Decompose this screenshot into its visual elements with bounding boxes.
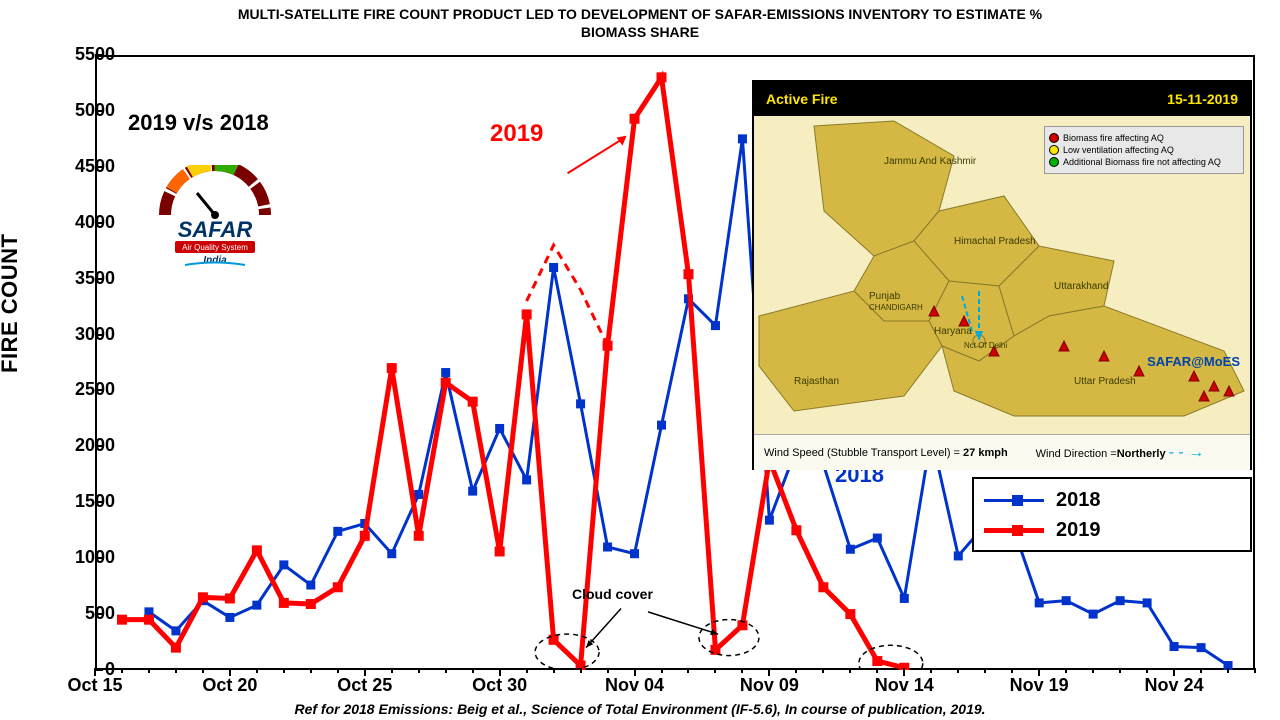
legend-item-2019: 2019 xyxy=(984,515,1240,545)
map-date: 15-11-2019 xyxy=(1167,91,1238,107)
map-title: Active Fire xyxy=(766,91,838,107)
legend: 2018 2019 xyxy=(972,477,1252,552)
legend-label-2019: 2019 xyxy=(1056,519,1101,542)
y-tick-label: 3500 xyxy=(60,268,115,289)
map-legend: Biomass fire affecting AQ Low ventilatio… xyxy=(1044,126,1244,174)
y-tick-label: 3000 xyxy=(60,324,115,345)
svg-text:SAFAR: SAFAR xyxy=(178,217,253,242)
y-tick-label: 5000 xyxy=(60,100,115,121)
map-header: Active Fire 15-11-2019 xyxy=(754,82,1250,116)
x-tick-label: Nov 04 xyxy=(605,675,664,696)
svg-text:India: India xyxy=(203,255,227,266)
y-tick-label: 2000 xyxy=(60,435,115,456)
y-tick-label: 1000 xyxy=(60,547,115,568)
svg-text:Air Quality System: Air Quality System xyxy=(182,243,248,252)
x-tick-label: Oct 25 xyxy=(337,675,392,696)
map-inset: Active Fire 15-11-2019 xyxy=(752,80,1252,470)
y-tick-label: 4000 xyxy=(60,212,115,233)
footer-reference: Ref for 2018 Emissions: Beig et al., Sci… xyxy=(0,701,1280,717)
y-tick-label: 1500 xyxy=(60,491,115,512)
x-tick-label: Oct 15 xyxy=(67,675,122,696)
x-tick-label: Nov 24 xyxy=(1145,675,1204,696)
series-2019-label: 2019 xyxy=(490,120,543,148)
map-footer: Wind Speed (Stubble Transport Level) = 2… xyxy=(754,434,1250,470)
title-line-2: BIOMASS SHARE xyxy=(581,24,699,40)
y-tick-label: 4500 xyxy=(60,156,115,177)
y-axis-label: FIRE COUNT xyxy=(0,234,23,373)
legend-item-2018: 2018 xyxy=(984,485,1240,515)
safar-logo: SAFAR Air Quality System India xyxy=(145,165,285,275)
title-line-1: MULTI-SATELLITE FIRE COUNT PRODUCT LED T… xyxy=(238,6,1042,22)
y-tick-label: 5500 xyxy=(60,44,115,65)
vs-label: 2019 v/s 2018 xyxy=(128,110,269,136)
x-tick-label: Nov 14 xyxy=(875,675,934,696)
y-tick-label: 500 xyxy=(60,603,115,624)
x-tick-label: Nov 09 xyxy=(740,675,799,696)
map-body: Biomass fire affecting AQ Low ventilatio… xyxy=(754,116,1250,434)
cloud-cover-label: Cloud cover xyxy=(572,586,653,602)
x-tick-label: Oct 30 xyxy=(472,675,527,696)
y-tick-label: 2500 xyxy=(60,379,115,400)
legend-label-2018: 2018 xyxy=(1056,489,1101,512)
x-tick-label: Nov 19 xyxy=(1010,675,1069,696)
chart-title: MULTI-SATELLITE FIRE COUNT PRODUCT LED T… xyxy=(0,5,1280,41)
x-tick-label: Oct 20 xyxy=(202,675,257,696)
